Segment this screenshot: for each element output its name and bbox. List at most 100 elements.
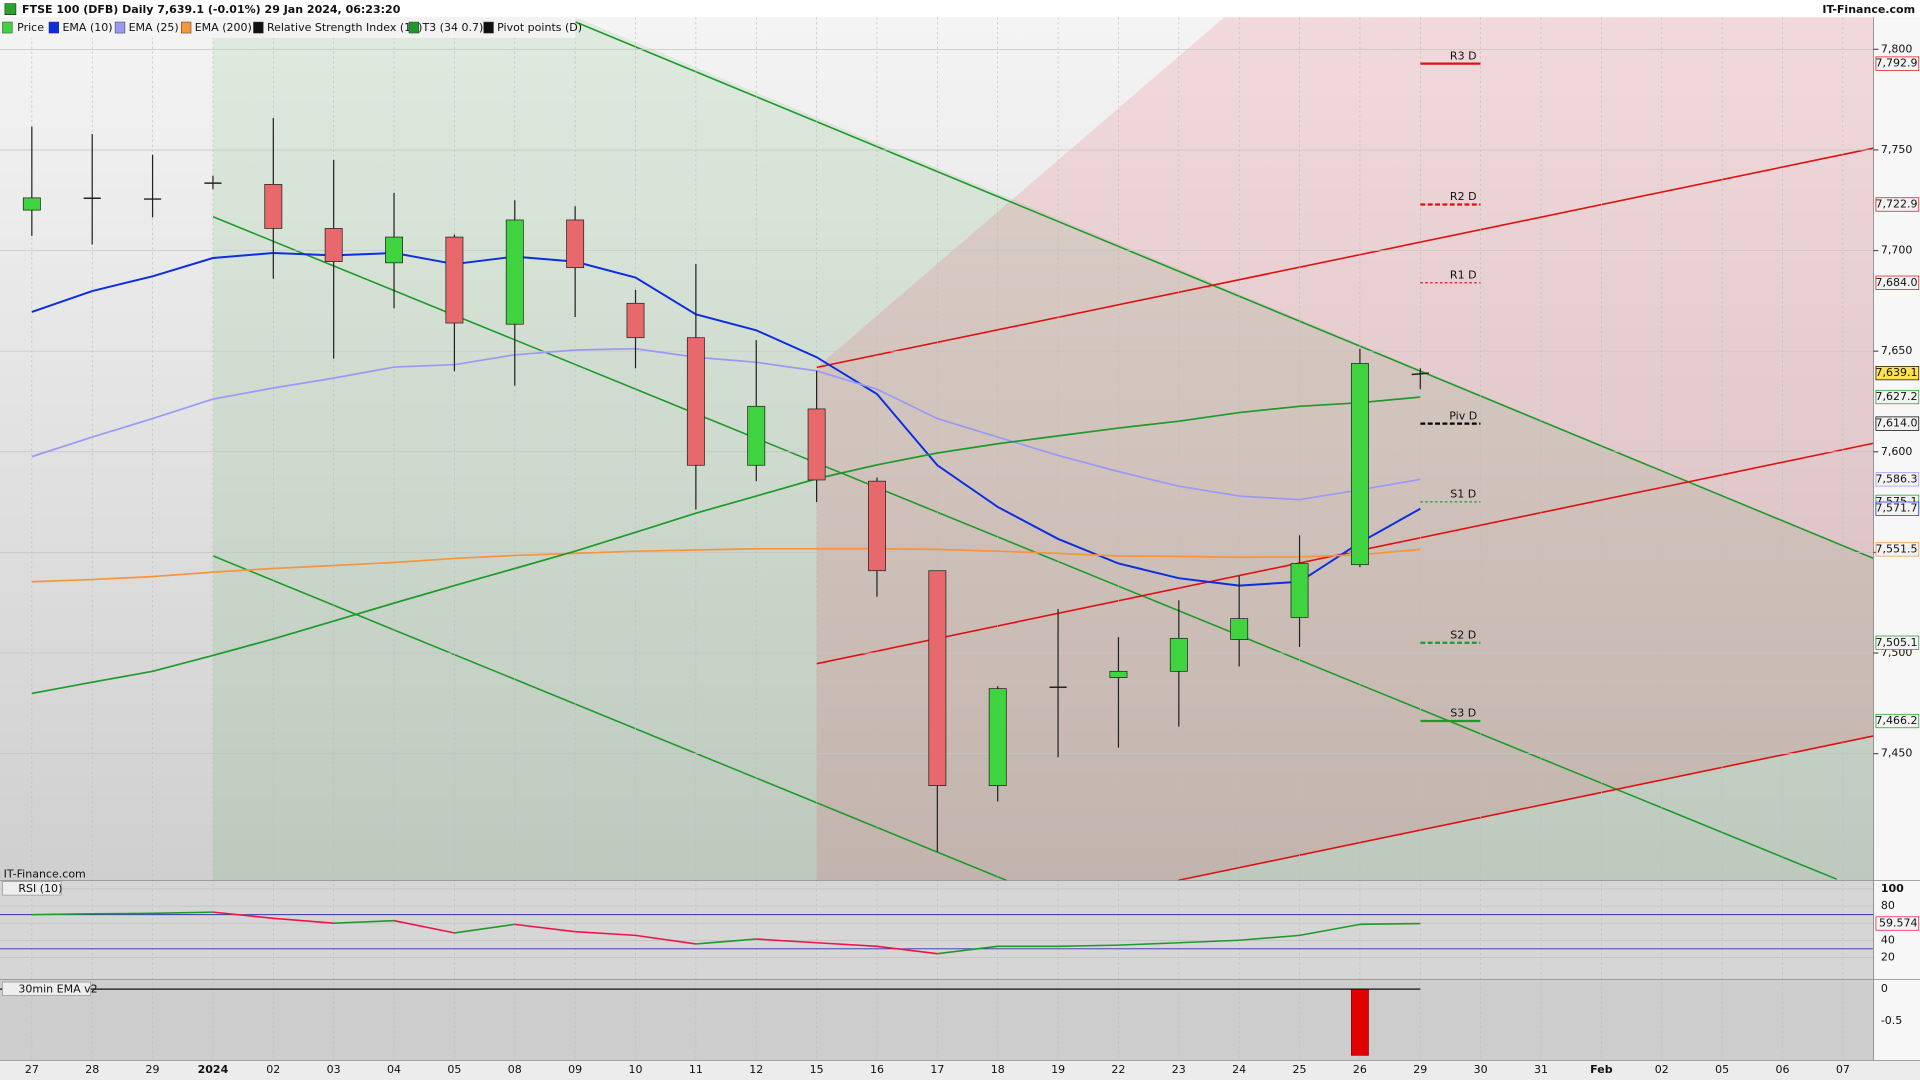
legend-swatch — [408, 21, 420, 34]
pivot-value-label-box — [1875, 56, 1920, 71]
y-tick-label: 7,650 — [1881, 344, 1913, 357]
rsi-value-label-box — [1875, 916, 1920, 931]
rsi-segment — [1299, 923, 1361, 937]
last-price-label-box — [1875, 366, 1920, 381]
x-tick-label: 22 — [1111, 1063, 1125, 1076]
panel-label-box — [2, 881, 62, 896]
series-value-label-box — [1875, 472, 1920, 487]
rsi-segment — [514, 923, 576, 933]
candle-body — [928, 570, 947, 786]
line-series — [31, 347, 1421, 501]
x-tick-label: 02 — [1655, 1063, 1669, 1076]
series-value-label: 7,571.7 — [1876, 502, 1918, 515]
y-tick-label: 7,700 — [1881, 244, 1913, 257]
candle-body — [747, 405, 766, 466]
trend-line — [575, 21, 1874, 560]
candle-body — [686, 337, 705, 466]
pivot-value-label-box — [1875, 275, 1920, 290]
x-tick-label: 15 — [810, 1063, 824, 1076]
x-tick-label: 28 — [85, 1063, 99, 1076]
x-tick-label: 27 — [25, 1063, 39, 1076]
pivot-label: R1 D — [1450, 268, 1477, 281]
rsi-segment — [1058, 944, 1119, 948]
x-tick-label: 12 — [749, 1063, 763, 1076]
pivot-value-label-box — [1875, 635, 1920, 650]
line-series — [31, 396, 1421, 695]
x-tick-label: 25 — [1293, 1063, 1307, 1076]
y-tick-label: -0.5 — [1881, 1014, 1903, 1027]
pivot-label: R3 D — [1450, 49, 1477, 62]
candle-body — [807, 408, 826, 481]
rsi-segment — [635, 934, 696, 945]
x-tick-label: 17 — [930, 1063, 944, 1076]
legend-swatch — [483, 21, 494, 34]
x-tick-label: 26 — [1353, 1063, 1367, 1076]
candle-body — [988, 688, 1007, 786]
panel-label: RSI (10) — [18, 882, 62, 895]
axes: 27 28 29 2024 02 03 04 05 08 09 10 11 12 15 16 17 18 19 22… — [0, 17, 1920, 1076]
candle-body — [1109, 670, 1128, 678]
logo — [4, 3, 17, 15]
y-tick-label: 7,800 — [1881, 42, 1913, 55]
pivot-label: S1 D — [1450, 488, 1476, 501]
x-tick-label: 05 — [1715, 1063, 1729, 1076]
legend-swatch — [253, 21, 264, 34]
trend-line — [1177, 735, 1874, 882]
y-tick-label: 0 — [1881, 982, 1888, 995]
x-tick-label: 29 — [1413, 1063, 1427, 1076]
pivot-value-label-box — [1875, 713, 1920, 729]
pivot-value-label-box — [1875, 416, 1920, 431]
red-channel-fill — [816, 17, 1874, 881]
legend-entry: Relative Strength Index (10) — [267, 21, 423, 34]
rsi-segment — [1359, 922, 1421, 926]
candle-body — [22, 197, 41, 211]
rsi-value-label: 59.574 — [1879, 917, 1918, 930]
legend-swatch — [114, 21, 126, 34]
pivot-value-label: 7,684.0 — [1876, 276, 1918, 289]
candle-body — [505, 219, 524, 325]
candle-body — [1290, 563, 1309, 618]
rsi-segment — [152, 911, 213, 915]
x-tick-label: 05 — [447, 1063, 461, 1076]
legend-bar — [0, 17, 576, 38]
series-value-label-box — [1875, 501, 1920, 516]
x-tick-label: 10 — [628, 1063, 642, 1076]
y-tick-label: 100 — [1881, 882, 1904, 895]
x-tick-label: 04 — [387, 1063, 401, 1076]
last-price-label: 7,639.1 — [1876, 366, 1918, 379]
candle-body — [868, 480, 886, 572]
candle-body — [445, 236, 464, 324]
chart-title: FTSE 100 (DFB) Daily 7,639.1 (-0.01%) 29… — [22, 3, 401, 16]
candle-body — [566, 219, 585, 269]
plot: R3 D R2 D R1 D Piv D S1 D S2 D S3 D — [0, 49, 1481, 1056]
x-tick-label: 16 — [870, 1063, 884, 1076]
x-tick-label: 31 — [1534, 1063, 1548, 1076]
x-tick-label: 03 — [327, 1063, 341, 1076]
legend-swatch — [48, 21, 60, 34]
x-tick-label: 19 — [1051, 1063, 1065, 1076]
legend-entry: Price — [17, 21, 44, 34]
pivot-label: S2 D — [1450, 628, 1476, 641]
ema-v2-panel — [0, 979, 1874, 1061]
candle-body — [1411, 372, 1429, 376]
rsi-segment — [393, 919, 455, 934]
x-tick-label: 18 — [991, 1063, 1005, 1076]
x-tick-label: 09 — [568, 1063, 582, 1076]
series-value-label: 7,551.5 — [1876, 542, 1918, 555]
x-tick-label: 24 — [1232, 1063, 1246, 1076]
x-tick-label: 2024 — [198, 1063, 229, 1076]
line-series — [31, 547, 1421, 583]
pivot-value-label: 7,466.2 — [1876, 714, 1918, 727]
pivot-label: Piv D — [1449, 409, 1477, 422]
trend-line — [816, 147, 1874, 369]
legend-swatch — [2, 21, 13, 34]
rsi-segment — [1118, 941, 1179, 946]
x-tick-label: 23 — [1172, 1063, 1186, 1076]
pivot-value-label: 7,505.1 — [1876, 636, 1918, 649]
x-axis-band — [0, 1060, 1920, 1080]
legend-entry: EMA (10) — [62, 21, 112, 34]
y-tick-label: 7,750 — [1881, 143, 1913, 156]
pivot-label: R2 D — [1450, 190, 1477, 203]
line-series — [31, 251, 1421, 587]
